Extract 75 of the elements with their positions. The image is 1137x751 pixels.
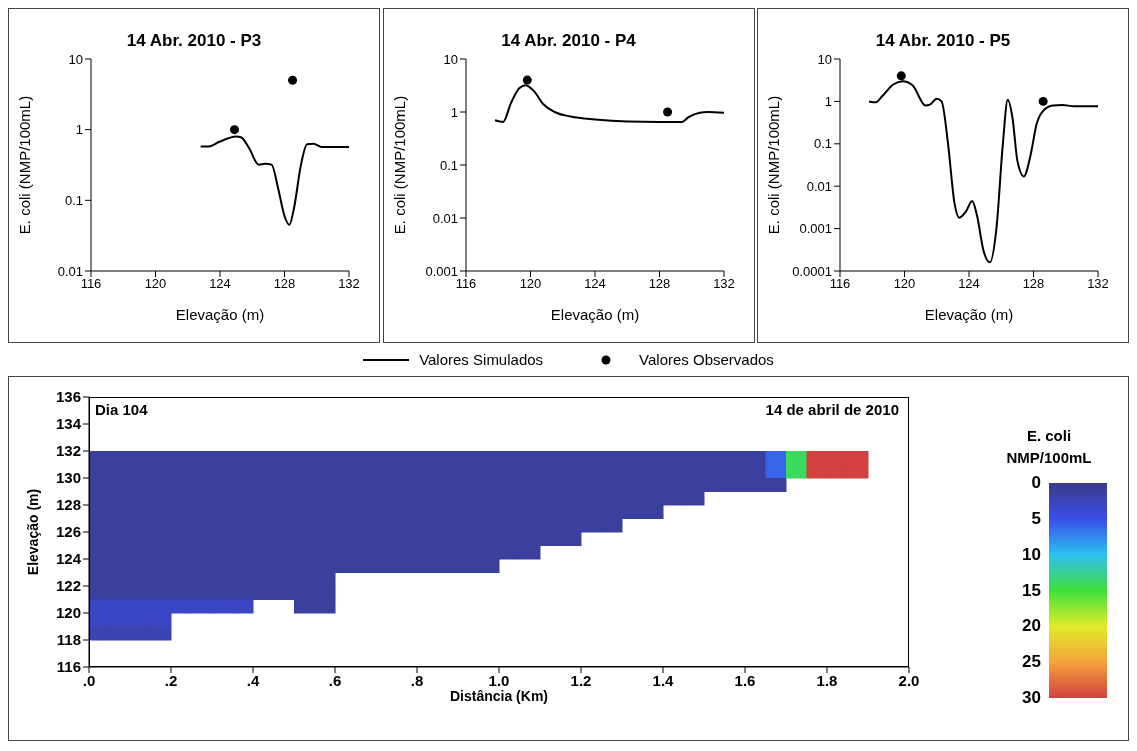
color-bar-label: 30 bbox=[1021, 688, 1041, 708]
x-tick-label: 124 bbox=[958, 276, 980, 292]
chart-title: 14 Abr. 2010 - P3 bbox=[125, 31, 263, 51]
y-tick-label: 1 bbox=[450, 104, 458, 120]
y-tick-label: 122 bbox=[55, 577, 81, 595]
y-axis-title: E. coli (NMP/100mL) bbox=[16, 95, 34, 235]
y-tick-label: 10 bbox=[817, 51, 832, 67]
y-tick-label: 0.01 bbox=[806, 178, 832, 194]
y-tick-label: 10 bbox=[443, 51, 458, 67]
y-tick-label: 120 bbox=[55, 604, 81, 622]
y-tick-label: 0.01 bbox=[57, 263, 83, 279]
x-tick-label: 120 bbox=[144, 276, 167, 292]
chart-title: 14 Abr. 2010 - P5 bbox=[874, 31, 1012, 51]
y-tick-label: 132 bbox=[55, 442, 81, 460]
y-tick-label: 0.0001 bbox=[792, 263, 832, 279]
x-axis-title: Elevação (m) bbox=[924, 305, 1014, 323]
x-tick-label: 128 bbox=[1022, 276, 1045, 292]
y-tick-label: 130 bbox=[55, 469, 81, 487]
color-bar-title: E. coli NMP/100mL bbox=[1005, 426, 1093, 468]
legend-label: Valores Simulados bbox=[419, 351, 544, 368]
x-tick-label: 1.4 bbox=[652, 671, 675, 689]
x-tick-label: 1.0 bbox=[488, 671, 510, 689]
x-tick-label: 128 bbox=[273, 276, 296, 292]
y-axis-title: E. coli (NMP/100mL) bbox=[390, 95, 408, 235]
y-tick-label: 10 bbox=[68, 51, 83, 67]
x-tick-label: .4 bbox=[246, 671, 260, 689]
x-tick-label: .0 bbox=[82, 671, 96, 689]
x-axis-title: Elevação (m) bbox=[175, 305, 265, 323]
y-tick-label: 124 bbox=[55, 550, 82, 568]
y-tick-label: 0.001 bbox=[424, 263, 458, 279]
chart-title: 14 Abr. 2010 - P4 bbox=[500, 31, 637, 51]
x-tick-label: .8 bbox=[410, 671, 424, 689]
x-tick-label: 2.0 bbox=[898, 671, 920, 689]
x-tick-label: 128 bbox=[648, 276, 670, 292]
color-bar-label: 25 bbox=[1021, 652, 1041, 673]
annotation: 14 de abril de 2010 bbox=[765, 401, 899, 418]
y-tick-label: 0.001 bbox=[799, 221, 832, 237]
y-axis-title: Elevação (m) bbox=[24, 488, 41, 576]
color-bar-label: 5 bbox=[1030, 508, 1041, 529]
y-axis-title: E. coli (NMP/100mL) bbox=[765, 95, 783, 235]
legend-label: Valores Observados bbox=[639, 351, 774, 368]
x-tick-label: 120 bbox=[893, 276, 916, 292]
y-tick-label: 1 bbox=[824, 94, 832, 110]
x-axis-title: Distância (Km) bbox=[449, 687, 549, 704]
x-tick-label: 1.8 bbox=[816, 671, 838, 689]
color-bar-label: 0 bbox=[1030, 473, 1041, 493]
color-bar-label: 15 bbox=[1021, 580, 1041, 601]
y-tick-label: 116 bbox=[56, 658, 81, 676]
y-tick-label: 128 bbox=[55, 496, 81, 514]
x-tick-label: .2 bbox=[164, 671, 178, 689]
x-tick-label: 124 bbox=[209, 276, 231, 292]
x-tick-label: 132 bbox=[338, 276, 360, 292]
color-bar-label: 20 bbox=[1021, 616, 1041, 637]
y-tick-label: 136 bbox=[55, 388, 81, 406]
y-tick-label: 0.1 bbox=[813, 136, 832, 152]
x-axis-title: Elevação (m) bbox=[550, 305, 639, 323]
y-tick-label: 0.01 bbox=[432, 210, 458, 226]
x-tick-label: 120 bbox=[519, 276, 541, 292]
x-tick-label: 116 bbox=[80, 276, 102, 292]
y-tick-label: 1 bbox=[75, 122, 83, 138]
x-tick-label: 132 bbox=[712, 276, 735, 292]
y-tick-label: 118 bbox=[56, 631, 81, 649]
y-tick-label: 0.1 bbox=[439, 157, 458, 173]
y-tick-label: 126 bbox=[55, 523, 81, 541]
x-tick-label: 1.2 bbox=[570, 671, 592, 689]
x-tick-label: 132 bbox=[1087, 276, 1109, 292]
x-tick-label: 1.6 bbox=[734, 671, 756, 689]
x-tick-label: 116 bbox=[455, 276, 476, 292]
y-tick-label: 0.1 bbox=[64, 192, 83, 208]
y-tick-label: 134 bbox=[55, 415, 82, 433]
x-tick-label: 116 bbox=[829, 276, 851, 292]
annotation: Dia 104 bbox=[95, 401, 148, 418]
x-tick-label: 124 bbox=[583, 276, 606, 292]
color-bar-label: 10 bbox=[1021, 544, 1041, 565]
x-tick-label: .6 bbox=[328, 671, 342, 689]
